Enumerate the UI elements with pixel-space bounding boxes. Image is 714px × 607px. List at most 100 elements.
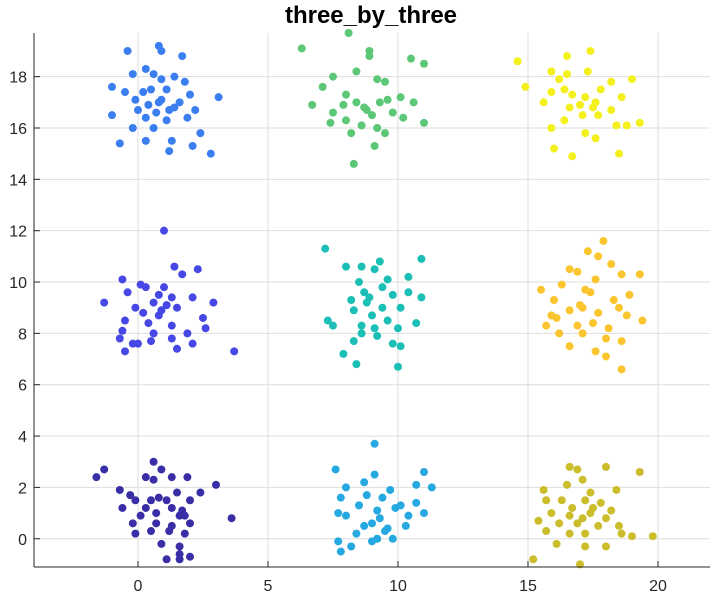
data-point-cluster-2	[352, 67, 361, 76]
data-point-cluster-7	[149, 457, 158, 466]
data-point-cluster-8	[388, 534, 397, 543]
data-point-cluster-2	[373, 75, 382, 84]
data-point-cluster-9	[602, 462, 610, 471]
y-tick-label: 4	[18, 429, 27, 446]
data-point-cluster-4	[160, 283, 168, 292]
data-point-cluster-5	[355, 278, 363, 287]
data-point-cluster-4	[167, 321, 176, 330]
data-point-cluster-1	[165, 147, 174, 156]
data-point-cluster-8	[342, 483, 350, 492]
data-point-cluster-1	[141, 136, 150, 145]
data-point-cluster-6	[591, 275, 600, 284]
data-point-cluster-5	[388, 290, 397, 299]
data-point-cluster-6	[557, 280, 566, 289]
data-point-cluster-1	[128, 123, 137, 132]
data-point-cluster-2	[407, 54, 415, 63]
data-point-cluster-7	[136, 511, 145, 520]
data-point-cluster-5	[373, 331, 382, 340]
data-point-cluster-5	[417, 254, 426, 263]
data-point-cluster-3	[628, 75, 636, 84]
data-point-cluster-6	[617, 337, 626, 346]
data-point-cluster-7	[186, 519, 194, 528]
y-tick-label: 2	[18, 480, 27, 497]
data-point-cluster-9	[596, 498, 605, 507]
data-point-cluster-5	[383, 275, 392, 284]
data-point-cluster-3	[560, 116, 569, 125]
data-point-cluster-4	[193, 265, 202, 274]
data-point-cluster-7	[147, 527, 155, 536]
data-point-cluster-5	[417, 293, 426, 302]
data-point-cluster-2	[342, 90, 350, 99]
data-point-cluster-5	[357, 329, 366, 338]
data-point-cluster-8	[375, 514, 384, 523]
data-point-cluster-9	[607, 506, 616, 515]
data-point-cluster-7	[152, 519, 161, 528]
data-point-cluster-6	[573, 321, 582, 330]
data-point-cluster-8	[334, 537, 343, 546]
data-point-cluster-3	[563, 52, 571, 61]
data-point-cluster-8	[347, 542, 356, 551]
data-point-cluster-7	[100, 465, 109, 474]
data-point-cluster-4	[183, 329, 192, 338]
data-point-cluster-7	[165, 527, 174, 536]
data-point-cluster-4	[149, 298, 158, 307]
data-point-cluster-6	[602, 352, 610, 361]
data-point-cluster-2	[368, 111, 376, 120]
data-point-cluster-8	[355, 501, 363, 510]
data-point-cluster-9	[539, 485, 548, 494]
data-point-cluster-9	[555, 519, 564, 528]
data-point-cluster-9	[563, 480, 571, 489]
data-point-cluster-1	[123, 46, 132, 55]
data-point-cluster-5	[370, 324, 379, 333]
data-point-cluster-4	[178, 270, 187, 279]
data-point-cluster-6	[617, 365, 626, 374]
data-point-cluster-3	[583, 67, 592, 76]
data-point-cluster-6	[537, 285, 545, 294]
data-point-cluster-9	[581, 542, 590, 551]
y-tick-label: 14	[9, 172, 27, 189]
data-point-cluster-2	[388, 108, 397, 117]
data-point-cluster-2	[409, 98, 418, 107]
data-point-cluster-5	[321, 244, 330, 253]
data-point-cluster-3	[622, 121, 631, 130]
data-point-cluster-5	[378, 283, 387, 292]
data-point-cluster-8	[360, 521, 369, 530]
data-point-cluster-4	[167, 293, 176, 302]
data-point-cluster-8	[386, 485, 395, 494]
data-point-cluster-2	[399, 113, 408, 122]
data-point-cluster-1	[157, 75, 166, 84]
data-point-cluster-3	[581, 93, 590, 102]
data-point-cluster-7	[180, 529, 189, 538]
data-point-cluster-1	[178, 52, 187, 61]
data-point-cluster-3	[578, 111, 587, 120]
data-point-cluster-7	[128, 519, 137, 528]
data-point-cluster-9	[576, 560, 584, 569]
data-point-cluster-1	[175, 98, 184, 107]
data-point-cluster-9	[581, 496, 590, 505]
data-point-cluster-1	[214, 93, 223, 102]
data-point-cluster-8	[412, 480, 421, 489]
data-point-cluster-6	[555, 329, 564, 338]
data-point-cluster-7	[167, 473, 176, 482]
data-point-cluster-4	[188, 339, 197, 348]
data-point-cluster-8	[412, 498, 421, 507]
data-point-cluster-2	[420, 59, 428, 68]
data-point-cluster-4	[170, 262, 179, 271]
data-point-cluster-9	[615, 521, 623, 530]
data-point-cluster-8	[370, 439, 379, 448]
data-point-cluster-9	[529, 555, 538, 564]
data-point-cluster-5	[357, 262, 366, 271]
data-point-cluster-3	[555, 75, 564, 84]
data-point-cluster-3	[547, 67, 556, 76]
data-point-cluster-8	[368, 537, 376, 546]
x-tick-label: 10	[389, 578, 407, 595]
data-point-cluster-3	[589, 103, 597, 112]
data-point-cluster-1	[108, 82, 116, 91]
data-point-cluster-6	[565, 342, 574, 351]
data-point-cluster-7	[118, 503, 127, 512]
data-point-cluster-5	[339, 349, 348, 358]
data-point-cluster-5	[396, 342, 405, 351]
data-point-cluster-8	[336, 547, 345, 556]
data-point-cluster-7	[92, 473, 101, 482]
data-point-cluster-5	[388, 339, 397, 348]
